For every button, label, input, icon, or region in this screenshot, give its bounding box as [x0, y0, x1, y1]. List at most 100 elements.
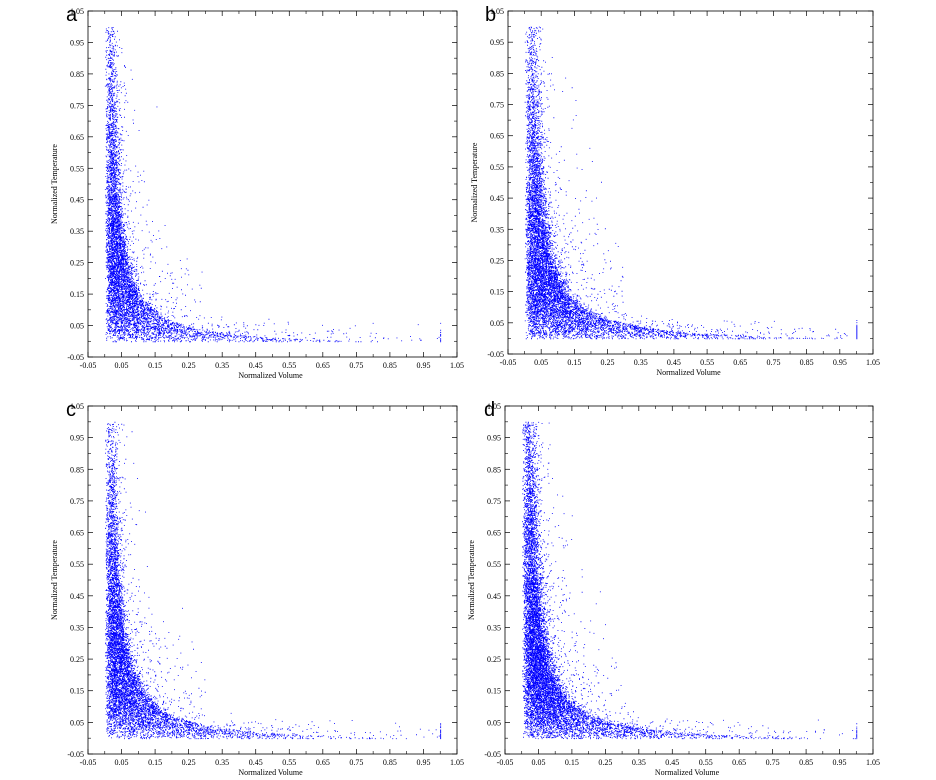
- y-tick-label: -0.05: [67, 353, 84, 362]
- y-axis-title: Normalized Temperature: [470, 142, 479, 222]
- y-tick-label: 0.75: [70, 497, 84, 506]
- y-tick-label: -0.05: [484, 750, 501, 759]
- y-tick-label: 0.25: [70, 655, 84, 664]
- y-axis-title: Normalized Temperature: [50, 144, 59, 224]
- x-tick-label: 0.25: [598, 758, 612, 767]
- x-tick-label: -0.05: [497, 758, 514, 767]
- x-tick-label: 0.35: [632, 758, 646, 767]
- x-tick-label: 0.05: [115, 361, 129, 370]
- scatter-point-cloud: [524, 26, 858, 340]
- panel-letter: d: [484, 399, 495, 421]
- y-tick-label: 0.95: [70, 38, 84, 47]
- y-tick-label: 0.25: [70, 259, 84, 268]
- scatter-points: [524, 26, 858, 340]
- y-tick-label: 1.05: [70, 7, 84, 16]
- x-tick-label: 0.45: [249, 361, 263, 370]
- x-tick-label: 0.95: [416, 758, 430, 767]
- x-tick-label: 0.15: [567, 358, 581, 367]
- scatter-panel-a: a -0.05 0.05 0.15 0.25 0.35 0.45 0.55 0.65 0.75 0.…: [50, 4, 464, 380]
- x-tick-label: 1.05: [450, 361, 464, 370]
- x-tick-label: 0.95: [416, 361, 430, 370]
- y-tick-label: 0.55: [70, 560, 84, 569]
- x-tick-label: 0.25: [601, 358, 615, 367]
- y-tick-label: 0.85: [487, 465, 501, 474]
- y-tick-label: 0.55: [490, 163, 504, 172]
- x-tick-label: 0.75: [349, 758, 363, 767]
- y-tick-label: 1.05: [70, 402, 84, 411]
- scatter-point-cloud: [522, 421, 858, 740]
- scatter-panel-c: c -0.05 0.05 0.15 0.25 0.35 0.45 0.55 0.65 0.75 0.…: [50, 399, 464, 777]
- x-tick-label: 0.75: [766, 758, 780, 767]
- scatter-panel-b: b -0.05 0.05 0.15 0.25 0.35 0.45 0.55 0.65 0.75 0.…: [470, 4, 880, 377]
- y-tick-label: 0.65: [70, 133, 84, 142]
- x-tick-label: 0.65: [733, 358, 747, 367]
- y-tick-label: 0.65: [490, 132, 504, 141]
- y-tick-label: 0.15: [490, 288, 504, 297]
- axis-ticks: -0.05 0.05 0.15 0.25 0.35 0.45 0.55 0.65 0.75 0.8…: [67, 402, 464, 767]
- y-tick-label: 0.55: [70, 164, 84, 173]
- x-axis-title: Normalized Volume: [238, 768, 303, 777]
- y-tick-label: 0.85: [70, 70, 84, 79]
- y-tick-label: 1.05: [487, 402, 501, 411]
- x-tick-label: 0.95: [833, 358, 847, 367]
- x-tick-label: 0.55: [282, 758, 296, 767]
- y-tick-label: 0.05: [490, 319, 504, 328]
- x-tick-label: 0.55: [700, 358, 714, 367]
- y-tick-label: 0.45: [70, 592, 84, 601]
- x-tick-label: 0.95: [833, 758, 847, 767]
- y-tick-label: 0.75: [487, 497, 501, 506]
- y-tick-label: 1.05: [490, 7, 504, 16]
- x-tick-label: 1.05: [866, 758, 880, 767]
- panel-letter: b: [485, 4, 496, 26]
- y-tick-label: 0.95: [487, 434, 501, 443]
- y-tick-label: 0.05: [70, 718, 84, 727]
- y-tick-label: 0.45: [70, 196, 84, 205]
- y-tick-label: 0.15: [70, 290, 84, 299]
- x-tick-label: -0.05: [80, 758, 97, 767]
- y-tick-label: -0.05: [67, 750, 84, 759]
- y-tick-label: -0.05: [487, 350, 504, 359]
- y-tick-label: 0.45: [490, 194, 504, 203]
- panel-letter: c: [66, 399, 76, 421]
- scatter-points: [104, 27, 442, 343]
- y-axis-title: Normalized Temperature: [50, 540, 59, 620]
- y-tick-label: 0.35: [490, 225, 504, 234]
- y-tick-label: 0.25: [490, 256, 504, 265]
- x-tick-label: 0.15: [148, 758, 162, 767]
- y-tick-label: 0.85: [490, 69, 504, 78]
- y-tick-label: 0.35: [487, 623, 501, 632]
- x-tick-label: 0.65: [732, 758, 746, 767]
- y-tick-label: 0.05: [70, 322, 84, 331]
- x-tick-label: 0.75: [766, 358, 780, 367]
- y-tick-label: 0.65: [70, 529, 84, 538]
- y-tick-label: 0.95: [70, 434, 84, 443]
- x-tick-label: 0.15: [565, 758, 579, 767]
- y-tick-label: 0.85: [70, 465, 84, 474]
- x-tick-label: 0.45: [667, 358, 681, 367]
- x-tick-label: 1.05: [450, 758, 464, 767]
- x-tick-label: 1.05: [866, 358, 880, 367]
- x-tick-label: 0.05: [531, 758, 545, 767]
- x-tick-label: 0.25: [182, 758, 196, 767]
- x-tick-label: 0.35: [634, 358, 648, 367]
- x-tick-label: 0.05: [115, 758, 129, 767]
- x-tick-label: 0.85: [383, 361, 397, 370]
- x-tick-label: 0.45: [665, 758, 679, 767]
- x-axis-title: Normalized Volume: [655, 768, 720, 777]
- x-tick-label: 0.85: [383, 758, 397, 767]
- scatter-points: [105, 421, 442, 740]
- x-tick-label: 0.65: [316, 758, 330, 767]
- x-tick-label: 0.55: [699, 758, 713, 767]
- panel-letter: a: [66, 4, 78, 26]
- x-tick-label: 0.15: [148, 361, 162, 370]
- scatter-points: [522, 421, 858, 740]
- x-tick-label: 0.35: [215, 758, 229, 767]
- y-tick-label: 0.15: [70, 687, 84, 696]
- y-tick-label: 0.15: [487, 687, 501, 696]
- y-tick-label: 0.45: [487, 592, 501, 601]
- axis-ticks: -0.05 0.05 0.15 0.25 0.35 0.45 0.55 0.65 0.75 0.8…: [484, 402, 880, 767]
- x-axis-title: Normalized Volume: [656, 368, 721, 377]
- x-tick-label: 0.45: [249, 758, 263, 767]
- x-tick-label: 0.65: [316, 361, 330, 370]
- y-axis-title: Normalized Temperature: [467, 540, 476, 620]
